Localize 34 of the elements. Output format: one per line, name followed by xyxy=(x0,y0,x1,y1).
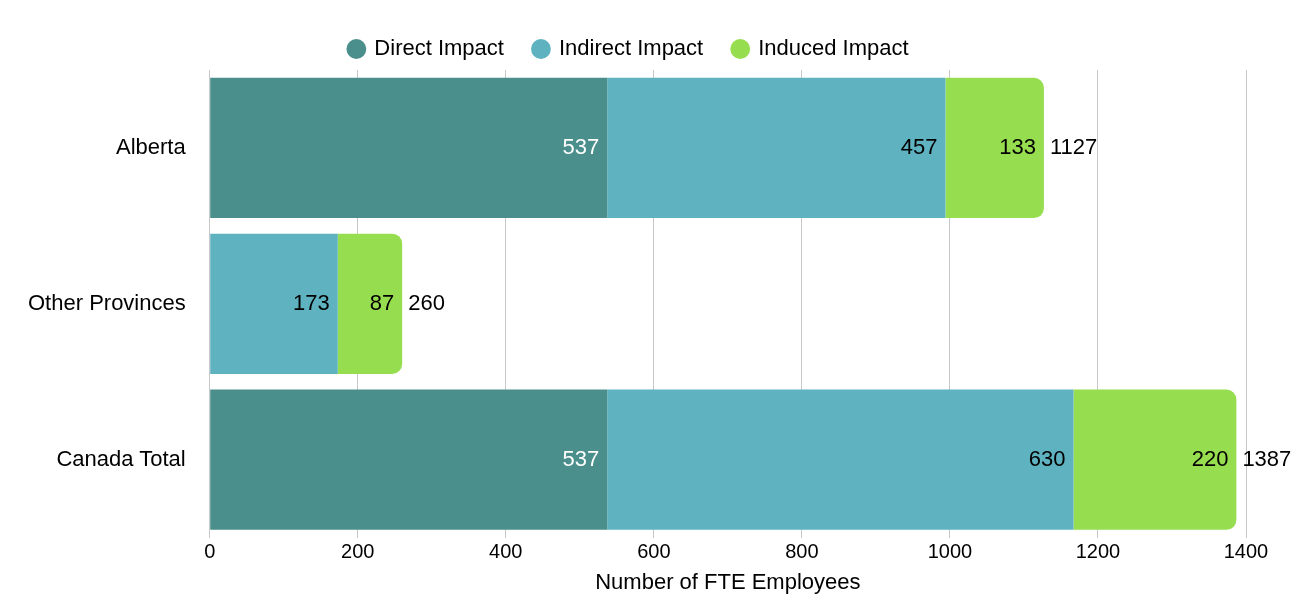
x-tick-label: 1000 xyxy=(927,540,973,563)
bar xyxy=(1073,389,1237,530)
x-tick-label: 800 xyxy=(785,540,819,563)
data-label: 630 xyxy=(1028,445,1066,471)
bar xyxy=(337,233,403,374)
data-label: 173 xyxy=(293,289,330,315)
data-label: 220 xyxy=(1191,445,1229,471)
data-label: 537 xyxy=(562,445,600,471)
legend-label: Direct Impact xyxy=(374,35,504,61)
x-tick-label: 0 xyxy=(204,540,216,563)
legend-label: Induced Impact xyxy=(758,35,909,61)
y-tick-label: Canada Total xyxy=(56,445,186,471)
data-label: 537 xyxy=(562,134,600,159)
x-axis-title: Number of FTE Employees xyxy=(595,568,861,594)
total-label: 1127 xyxy=(1049,134,1098,159)
x-tick-label: 200 xyxy=(341,540,375,563)
bar xyxy=(607,77,946,219)
x-tick-label: 1400 xyxy=(1223,540,1269,563)
y-tick-label: Alberta xyxy=(116,134,187,159)
legend-label: Indirect Impact xyxy=(558,35,704,61)
bar xyxy=(607,389,1074,530)
total-label: 1387 xyxy=(1242,445,1292,471)
x-tick-label: 600 xyxy=(637,540,671,563)
x-tick-label: 1200 xyxy=(1075,540,1121,563)
x-tick-label: 400 xyxy=(489,540,523,563)
bar xyxy=(210,233,338,374)
data-label: 133 xyxy=(999,134,1036,159)
data-label: 87 xyxy=(369,289,395,315)
y-tick-label: Other Provinces xyxy=(27,289,186,315)
bar xyxy=(945,77,1044,219)
bar xyxy=(210,389,608,530)
total-label: 260 xyxy=(408,289,445,315)
data-label: 457 xyxy=(900,134,938,159)
bar xyxy=(210,77,608,219)
